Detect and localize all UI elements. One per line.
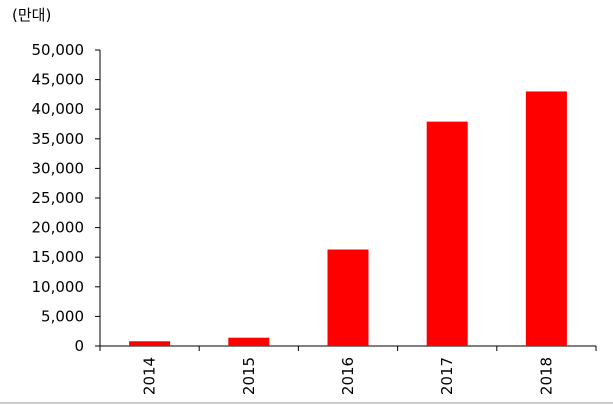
x-tick-label: 2014: [141, 357, 159, 395]
y-tick-label: 15,000: [32, 248, 85, 266]
y-tick-label: 50,000: [32, 41, 85, 59]
bars: [129, 91, 567, 346]
y-tick-label: 0: [74, 337, 84, 355]
x-tick-label: 2016: [339, 357, 357, 395]
unit-label: (만대): [12, 6, 51, 24]
bar-2014: [129, 341, 171, 346]
x-axis: 2014 2015 2016 2017 2018: [99, 345, 597, 395]
bar-2016: [327, 249, 369, 346]
bar-2015: [228, 337, 270, 346]
y-tick-label: 20,000: [32, 219, 85, 237]
y-tick-label: 45,000: [32, 71, 85, 89]
y-tick-label: 30,000: [32, 159, 85, 177]
bar-2017: [426, 121, 468, 346]
y-tick-label: 10,000: [32, 278, 85, 296]
y-axis: 0 5,000 10,000 15,000 20,000 25,000 30,000 35,0…: [32, 41, 101, 355]
x-tick-label: 2015: [240, 357, 258, 395]
y-tick-label: 25,000: [32, 189, 85, 207]
x-tick-label: 2018: [537, 357, 555, 395]
y-tick-label: 35,000: [32, 130, 85, 148]
y-tick-label: 5,000: [41, 307, 84, 325]
bar-2018: [525, 91, 567, 346]
x-tick-label: 2017: [438, 357, 456, 395]
y-tick-label: 40,000: [32, 100, 85, 118]
